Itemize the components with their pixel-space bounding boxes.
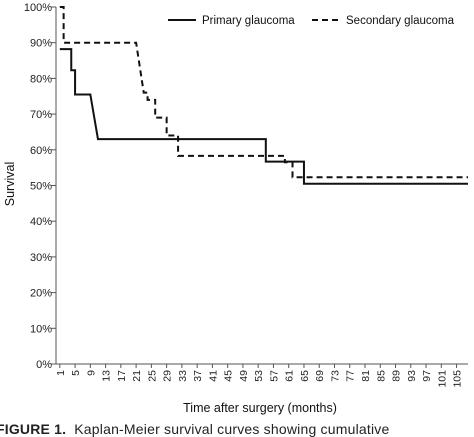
x-tick-label: 1 <box>55 370 67 376</box>
x-tick-label: 13 <box>101 370 113 382</box>
x-tick-label: 81 <box>360 370 372 382</box>
caption-text: Kaplan-Meier survival curves showing cum… <box>74 421 390 437</box>
y-tick-label: 0% <box>36 359 52 371</box>
y-tick-label: 100% <box>24 2 52 14</box>
x-tick-label: 97 <box>421 370 433 382</box>
x-tick-label: 17 <box>116 370 128 382</box>
x-tick-label: 33 <box>177 370 189 382</box>
series-line-primary <box>59 48 468 185</box>
y-tick-label: 30% <box>30 252 52 264</box>
x-tick-label: 49 <box>238 370 250 382</box>
legend-label-secondary: Secondary glaucoma <box>346 15 455 27</box>
y-tick-label: 90% <box>30 38 52 50</box>
x-tick-label: 9 <box>85 370 97 376</box>
x-tick-label: 65 <box>299 370 311 382</box>
x-tick-label: 29 <box>162 370 174 382</box>
x-tick-label: 77 <box>345 370 357 382</box>
x-tick-label: 45 <box>223 370 235 382</box>
x-tick-label: 101 <box>436 370 448 388</box>
y-tick-label: 40% <box>30 216 52 228</box>
y-tick-label: 80% <box>30 73 52 85</box>
x-tick-label: 61 <box>284 370 296 382</box>
x-tick-label: 5 <box>70 370 82 376</box>
x-tick-label: 41 <box>207 370 219 382</box>
legend-label-primary: Primary glaucoma <box>202 15 295 27</box>
series-line-secondary <box>59 6 468 179</box>
x-tick-label: 89 <box>391 370 403 382</box>
y-axis-ticks: 0% 10% 20% 30% 40% 50% 60% 70% 80% 90% 100% <box>24 2 56 371</box>
x-tick-label: 25 <box>146 370 158 382</box>
caption-label: FIGURE 1. <box>0 421 67 437</box>
figure-caption: FIGURE 1. Kaplan-Meier survival curves sh… <box>0 421 389 437</box>
y-tick-label: 60% <box>30 145 52 157</box>
x-tick-label: 21 <box>131 370 143 382</box>
x-tick-label: 37 <box>192 370 204 382</box>
x-tick-label: 69 <box>314 370 326 382</box>
x-tick-label: 53 <box>253 370 265 382</box>
x-axis-ticks: 1 5 9 13 17 21 25 29 33 37 41 45 49 53 57 61 65 69 73 77 81 8… <box>55 364 464 388</box>
y-tick-label: 20% <box>30 288 52 300</box>
x-axis-title: Time after surgery (months) <box>183 401 337 415</box>
legend: Primary glaucoma Secondary glaucoma <box>168 15 455 27</box>
x-tick-label: 105 <box>452 370 464 388</box>
x-tick-label: 57 <box>268 370 280 382</box>
y-tick-label: 10% <box>30 323 52 335</box>
x-tick-label: 85 <box>375 370 387 382</box>
y-axis-title: Survival <box>3 162 17 206</box>
series-layer <box>59 6 468 185</box>
x-tick-label: 73 <box>329 370 341 382</box>
y-tick-label: 50% <box>30 181 52 193</box>
y-tick-label: 70% <box>30 109 52 121</box>
x-tick-label: 93 <box>406 370 418 382</box>
